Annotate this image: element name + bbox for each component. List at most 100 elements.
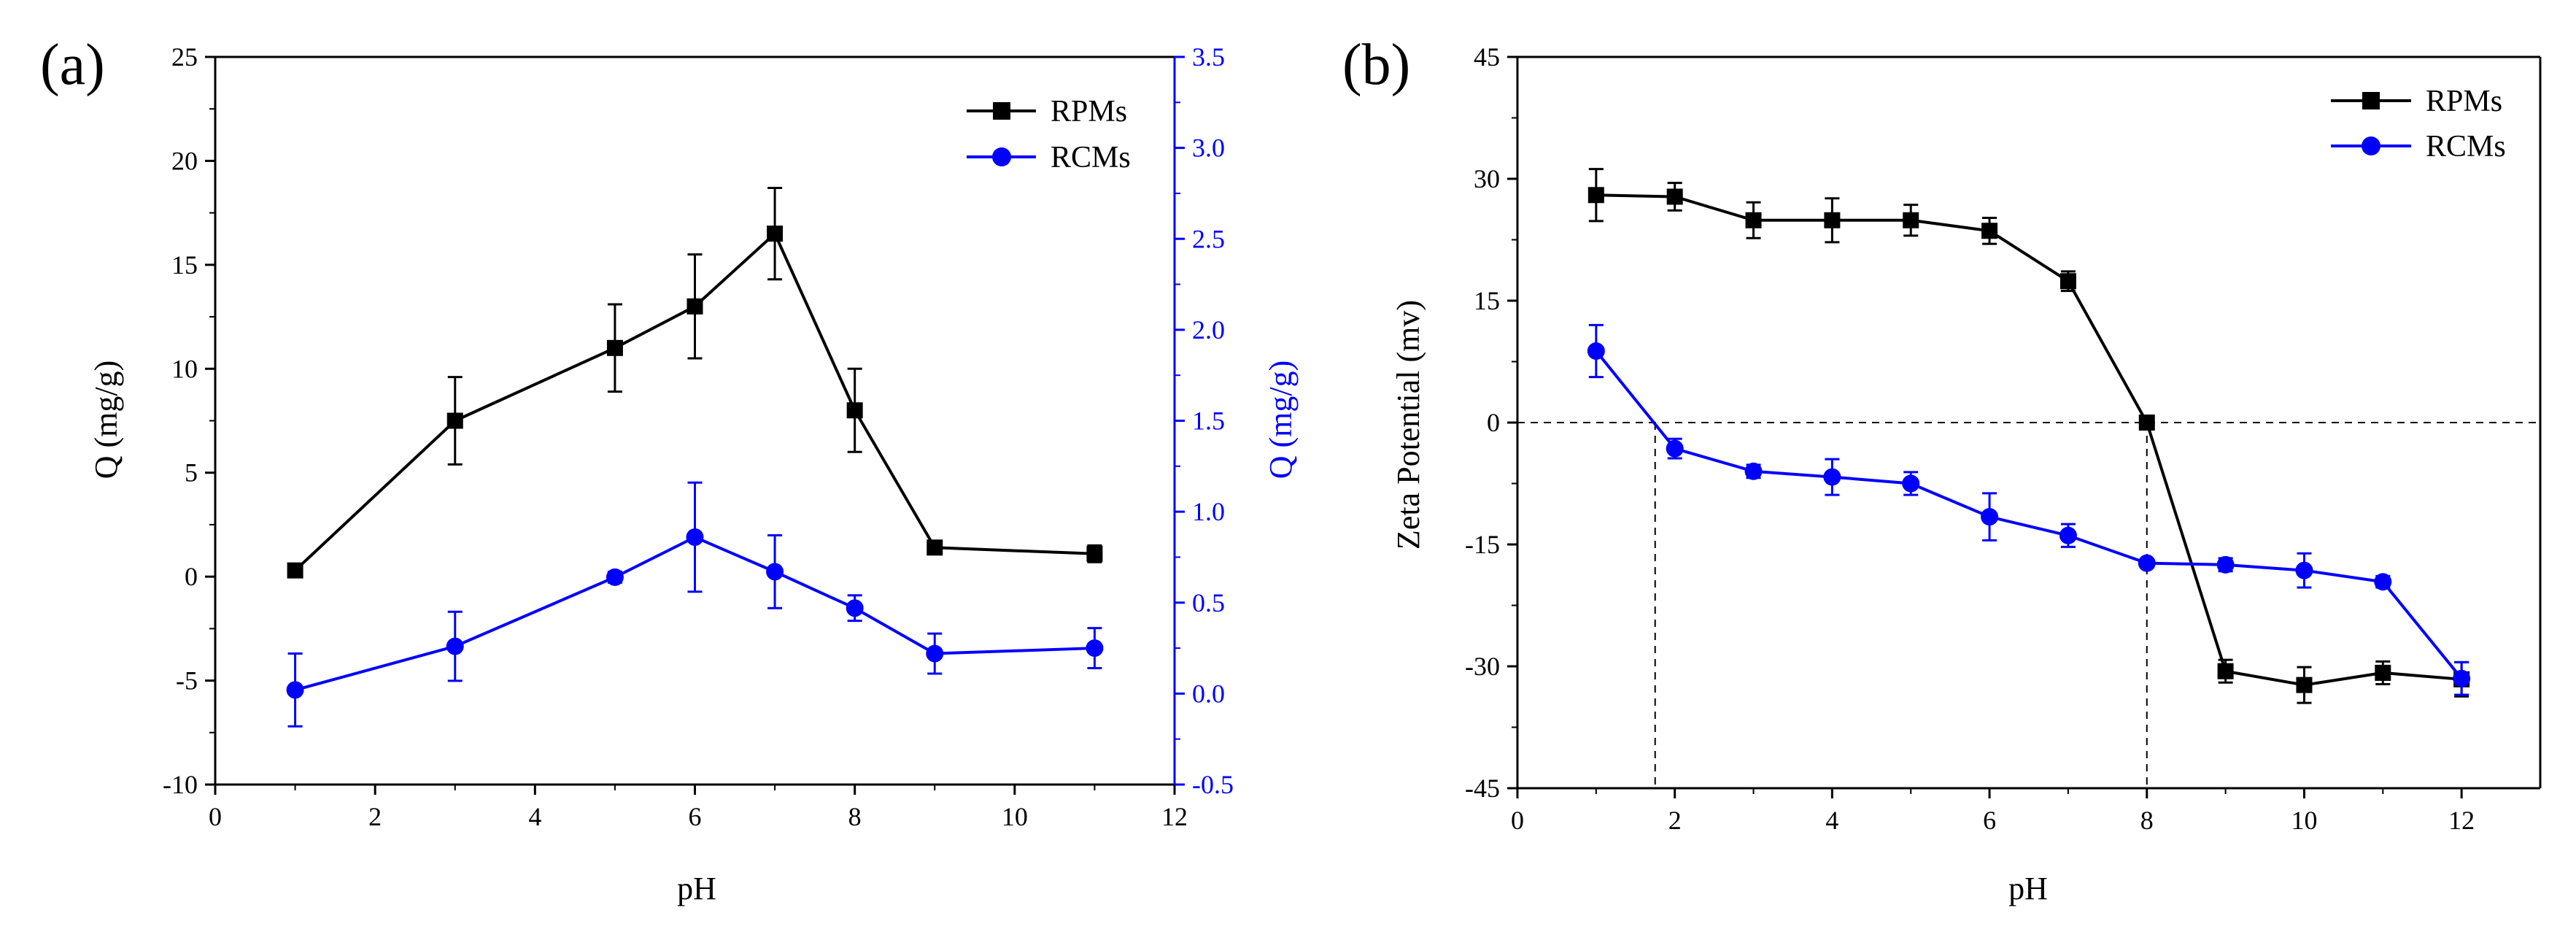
a-series-rpms: [287, 186, 1103, 579]
a-data-point-rpms: [686, 298, 703, 315]
a-x-tick-label: 0: [209, 802, 222, 831]
legend-marker-rpms-a: [993, 102, 1010, 120]
a-data-point-rpms: [927, 539, 943, 556]
b-data-point-rpms: [2296, 677, 2313, 693]
a-series-line-rcms: [295, 535, 1095, 692]
chart-a-y-ticks: -10 -5 0 5 10 15 20 25: [163, 42, 215, 799]
b-data-point-rcms: [1823, 468, 1841, 486]
b-x-tick-label: 12: [2448, 806, 2475, 835]
b-x-tick-label: 4: [1825, 806, 1838, 835]
chart-a-series: [286, 186, 1104, 728]
a-data-point-rcms: [766, 563, 784, 581]
b-data-point-rpms: [1981, 223, 1998, 239]
legend-marker-rcms-a: [992, 147, 1011, 166]
a-y-tick-label: 25: [171, 42, 198, 72]
b-series-line-rpms: [1596, 193, 2462, 687]
b-data-point-rpms: [1587, 187, 1604, 204]
b-data-point-rcms: [2059, 526, 2077, 544]
a-y-tick-label: -10: [163, 770, 198, 799]
chart-b-series: [1587, 168, 2471, 704]
a-x-tick-label: 6: [689, 802, 702, 831]
b-data-point-rpms: [2375, 664, 2391, 681]
b-series-rcms: [1587, 323, 2471, 696]
a-data-point-rpms: [606, 339, 623, 356]
b-data-point-rpms: [2217, 663, 2234, 679]
a-y2-tick-label: 3.0: [1192, 134, 1225, 163]
b-y-tick-label: 0: [1487, 408, 1500, 437]
legend-label-rpms-a: RPMs: [1051, 95, 1127, 128]
a-y-tick-label: 0: [185, 562, 198, 591]
a-series-line-rpms: [294, 231, 1095, 572]
b-data-point-rpms: [2059, 273, 2076, 290]
a-y2-tick-label: -0.5: [1192, 770, 1234, 799]
chart-b-y-ticks: -45 -30 -15 0 15 30 45: [1465, 42, 1517, 803]
b-data-point-rpms: [1903, 212, 1919, 228]
a-series-rcms: [286, 481, 1104, 728]
chart-b-y-axis-title: Zeta Potential (mv): [1391, 300, 1426, 550]
a-y2-tick-label: 1.5: [1192, 407, 1225, 436]
chart-a-legend: RPMs RCMs: [967, 95, 1131, 174]
a-data-point-rcms: [286, 681, 304, 699]
chart-a-y2-axis-title: Q (mg/g): [1263, 361, 1299, 479]
chart-b-x-axis-title: pH: [2008, 871, 2048, 906]
b-series-rpms: [1587, 168, 2470, 704]
b-x-tick-label: 6: [1983, 806, 1996, 835]
chart-b-x-ticks: 0 2 4 6 8 10 12: [1511, 788, 2475, 835]
legend-label-rcms-b: RCMs: [2426, 130, 2506, 163]
b-data-point-rpms: [2138, 415, 2155, 431]
a-x-tick-label: 2: [368, 802, 382, 831]
b-data-point-rcms: [2216, 555, 2235, 574]
b-data-point-rcms: [2374, 573, 2392, 591]
b-y-tick-label: -15: [1465, 530, 1500, 559]
a-x-tick-label: 8: [848, 802, 862, 831]
chart-a-x-axis-title: pH: [677, 871, 716, 906]
b-data-point-rcms: [1587, 342, 1605, 361]
a-data-point-rcms: [606, 568, 624, 586]
a-data-point-rpms: [846, 402, 863, 419]
b-y-tick-label: -45: [1465, 774, 1500, 803]
panel-label-b: (b): [1342, 33, 1410, 97]
b-y-tick-label: 30: [1474, 164, 1500, 193]
a-y2-tick-label: 2.5: [1192, 224, 1225, 253]
a-x-tick-label: 10: [1002, 802, 1028, 831]
b-y-tick-label: 15: [1474, 286, 1500, 315]
chart-a-y-axis-title: Q (mg/g): [88, 361, 124, 479]
b-data-point-rcms: [1744, 462, 1763, 480]
chart-panel-b: (b) 0 2 4 6 8 10 12 -45 -30 -15 0 15 30 45 pH Zeta P…: [1342, 33, 2542, 906]
b-y-tick-label: 45: [1474, 42, 1500, 72]
chart-b-legend: RPMs RCMs: [2331, 85, 2506, 163]
a-x-tick-label: 4: [528, 802, 541, 831]
b-data-point-rcms: [1902, 474, 1920, 493]
chart-b-reference-lines: [1517, 422, 2540, 788]
chart-panel-a: (a) 0 2 4 6 8 10 12 -10 -5 0 5 10 15 20 25 -0.5 0.0 0.5…: [40, 33, 1299, 906]
b-x-tick-label: 8: [2140, 806, 2154, 835]
a-y-tick-label: 10: [171, 354, 198, 383]
b-x-tick-label: 10: [2291, 806, 2317, 835]
a-data-point-rcms: [1086, 639, 1104, 658]
panel-label-a: (a): [40, 33, 105, 97]
a-data-point-rcms: [686, 528, 704, 547]
a-y2-tick-label: 1.0: [1192, 497, 1225, 526]
a-data-point-rpms: [446, 412, 463, 429]
a-x-tick-label: 12: [1161, 802, 1188, 831]
b-data-point-rcms: [2453, 669, 2471, 687]
b-series-line-rcms: [1595, 350, 2463, 679]
a-data-point-rcms: [926, 644, 944, 663]
b-data-point-rpms: [1824, 212, 1841, 228]
a-y2-tick-label: 2.0: [1192, 315, 1225, 344]
legend-label-rcms-a: RCMs: [1051, 141, 1131, 174]
a-data-point-rcms: [846, 599, 864, 617]
a-y-tick-label: 15: [171, 250, 198, 280]
b-y-tick-label: -30: [1465, 652, 1500, 681]
b-data-point-rcms: [1981, 508, 1999, 526]
legend-marker-rcms-b: [2362, 136, 2380, 155]
a-data-point-rpms: [287, 562, 303, 579]
b-x-tick-label: 2: [1668, 806, 1682, 835]
b-data-point-rcms: [1666, 439, 1684, 458]
legend-marker-rpms-b: [2362, 92, 2380, 109]
a-data-point-rpms: [1086, 545, 1103, 562]
a-y-tick-label: -5: [176, 666, 198, 696]
a-y2-tick-label: 0.5: [1192, 588, 1225, 617]
chart-a-x-ticks: 0 2 4 6 8 10 12: [209, 785, 1188, 831]
